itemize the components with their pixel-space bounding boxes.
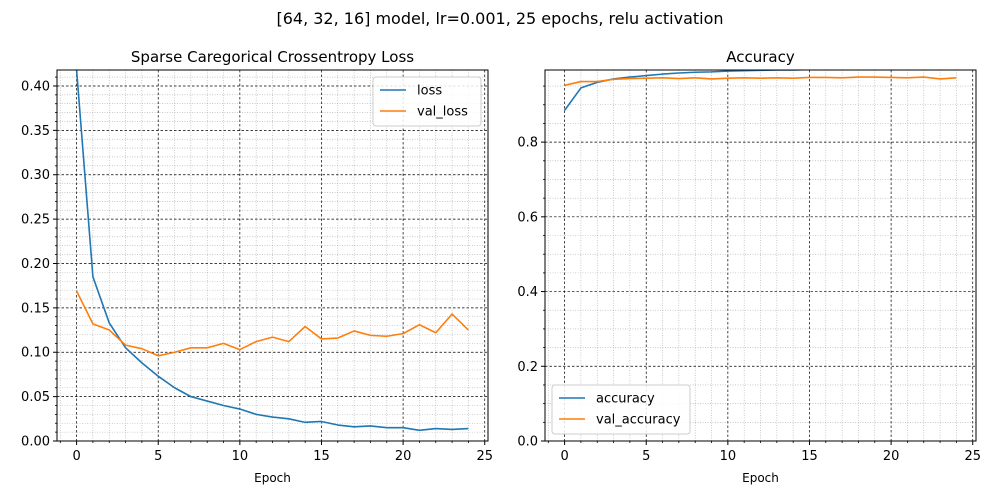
x-tick-label: 5 xyxy=(154,449,162,464)
y-tick-label: 0.10 xyxy=(21,346,50,361)
y-tick-label: 0.05 xyxy=(21,390,50,405)
x-tick-label: 15 xyxy=(801,449,818,464)
accuracy-series-val-accuracy xyxy=(564,76,957,87)
loss-chart-title: Sparse Caregorical Crossentropy Loss xyxy=(131,48,414,66)
loss-series-loss xyxy=(75,70,469,432)
legend-entry: val_loss xyxy=(417,105,468,120)
y-tick-label: 0.15 xyxy=(21,301,50,316)
x-tick-label: 0 xyxy=(72,449,80,464)
loss-subplot: Sparse Caregorical Crossentropy Loss 0 5 1… xyxy=(21,48,493,485)
y-tick-label: 0.00 xyxy=(21,435,50,450)
x-tick-label: 0 xyxy=(560,449,568,464)
loss-x-axis-label: Epoch xyxy=(254,471,291,485)
x-tick-label: 20 xyxy=(395,449,412,464)
y-tick-label: 0.25 xyxy=(21,213,50,228)
legend-entry: val_accuracy xyxy=(596,413,681,428)
accuracy-x-axis-label: Epoch xyxy=(742,471,779,485)
y-tick-label: 0.30 xyxy=(21,168,50,183)
accuracy-legend-box xyxy=(551,384,691,435)
y-tick-label: 0.6 xyxy=(517,210,538,225)
x-tick-label: 25 xyxy=(964,449,981,464)
y-tick-label: 0.2 xyxy=(517,360,538,375)
y-tick-label: 0.4 xyxy=(517,285,538,300)
figure-title: [64, 32, 16] model, lr=0.001, 25 epochs,… xyxy=(276,9,723,28)
accuracy-subplot: Accuracy 0 5 10 15 20 25 0.0 0.2 0.4 0.6 0.8 Epoch… xyxy=(517,48,981,485)
accuracy-chart-title: Accuracy xyxy=(726,48,795,66)
x-tick-label: 10 xyxy=(720,449,737,464)
y-tick-label: 0.20 xyxy=(21,257,50,272)
x-tick-label: 20 xyxy=(883,449,900,464)
y-tick-label: 0.8 xyxy=(517,136,538,151)
x-tick-label: 5 xyxy=(642,449,650,464)
x-tick-label: 15 xyxy=(313,449,330,464)
y-tick-label: 0.0 xyxy=(517,435,538,450)
legend-entry: accuracy xyxy=(596,392,655,407)
x-tick-label: 10 xyxy=(232,449,249,464)
x-tick-label: 25 xyxy=(476,449,493,464)
y-tick-label: 0.40 xyxy=(21,79,50,94)
y-tick-label: 0.35 xyxy=(21,124,50,139)
loss-series-val-loss xyxy=(75,290,469,357)
legend-entry: loss xyxy=(417,84,442,99)
